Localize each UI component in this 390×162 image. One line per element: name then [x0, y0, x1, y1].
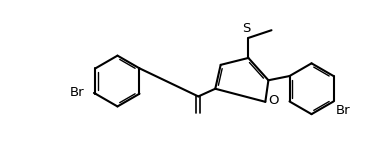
Text: Br: Br	[70, 86, 85, 99]
Text: S: S	[242, 22, 250, 35]
Text: O: O	[268, 94, 279, 107]
Text: Br: Br	[336, 104, 351, 117]
